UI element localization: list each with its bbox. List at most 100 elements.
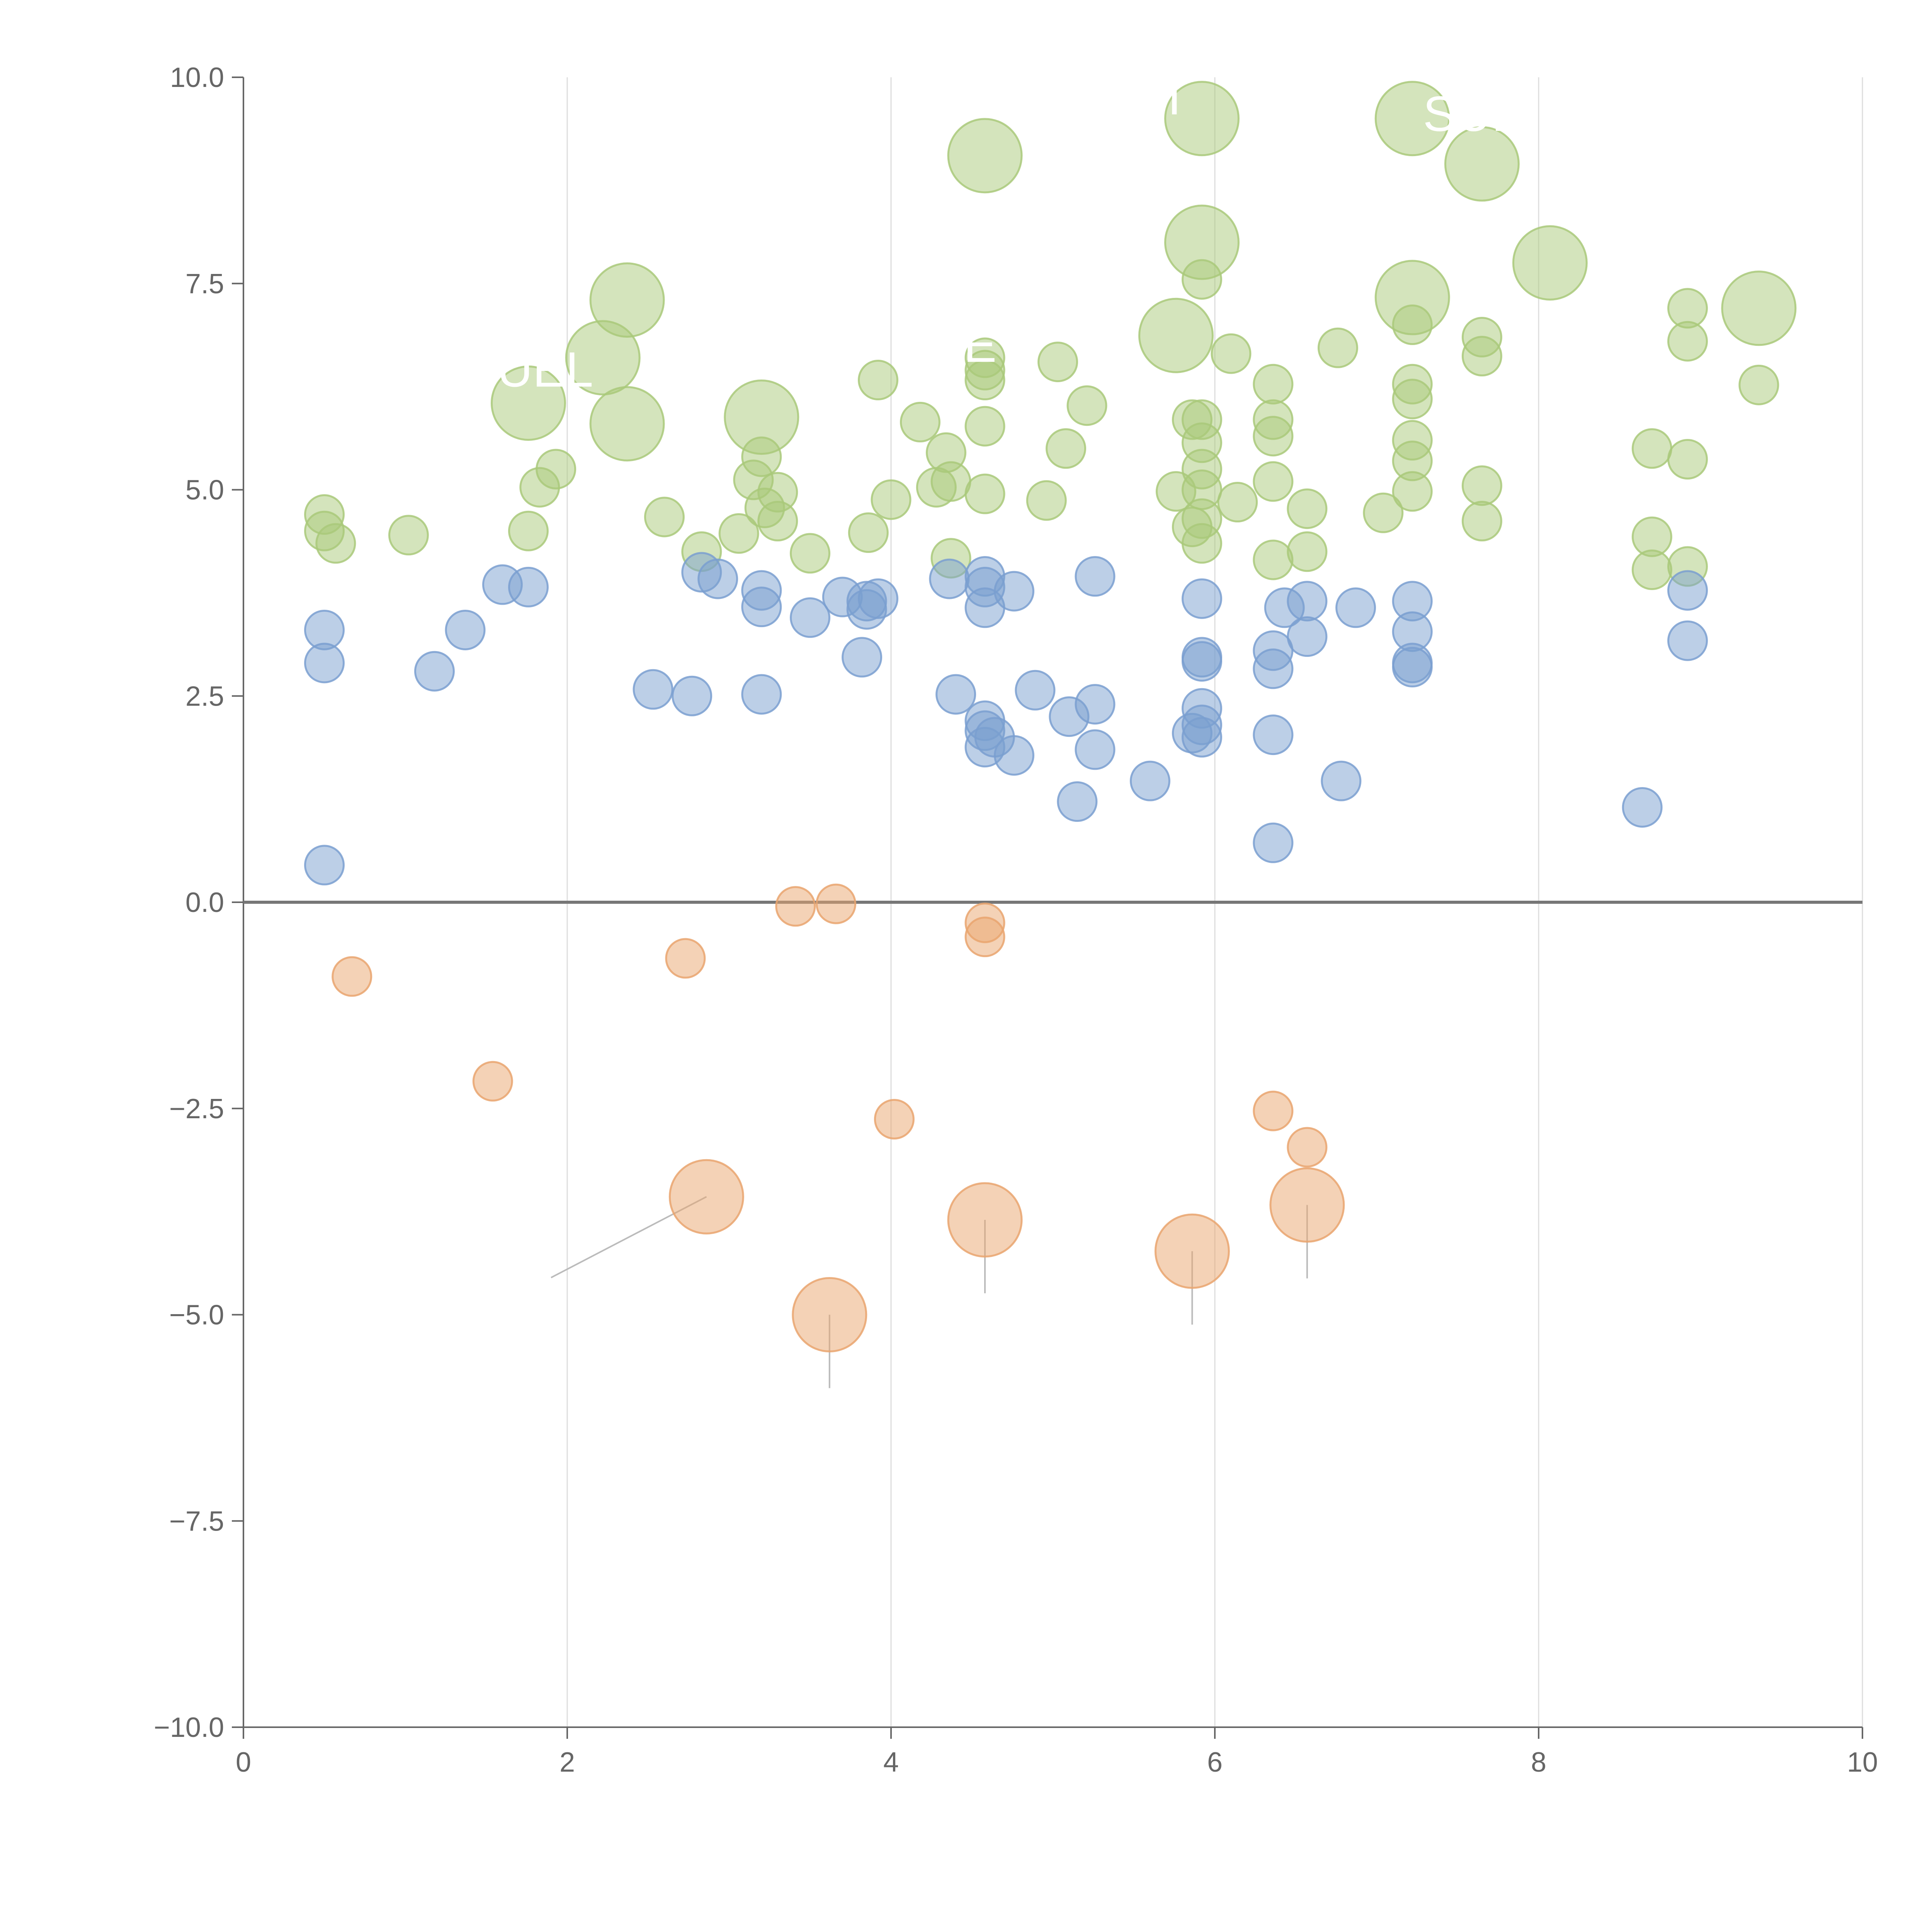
green-point <box>1287 531 1328 572</box>
green-point <box>1444 126 1520 202</box>
blue-point <box>1321 760 1362 801</box>
green-point <box>1253 539 1294 580</box>
green-point <box>964 360 1005 401</box>
blue-point <box>1075 556 1116 597</box>
blue-point <box>1181 578 1222 619</box>
green-point <box>1738 364 1779 405</box>
green-point <box>964 406 1005 447</box>
green-point <box>388 515 429 556</box>
blue-point <box>993 735 1034 776</box>
bubble-label: SUP <box>1423 87 1525 142</box>
green-point <box>1253 364 1294 405</box>
green-point <box>1253 461 1294 502</box>
green-point <box>1512 225 1588 301</box>
blue-point <box>1667 570 1708 611</box>
point-layer <box>304 81 1797 1352</box>
blue-point <box>741 674 782 715</box>
green-point <box>1037 342 1078 383</box>
green-point <box>1287 488 1328 529</box>
blue-point <box>508 566 549 607</box>
orange-point <box>792 1277 867 1352</box>
orange-point <box>1154 1213 1230 1289</box>
green-point <box>1374 260 1450 335</box>
blue-point <box>1253 714 1294 755</box>
y-tick-label: −10.0 <box>154 1712 224 1743</box>
green-point <box>1363 492 1404 533</box>
green-point <box>1667 439 1708 480</box>
blue-point <box>633 669 673 710</box>
blue-point <box>304 643 345 684</box>
green-point <box>930 461 971 502</box>
blue-point <box>1181 717 1222 758</box>
orange-point <box>1253 1090 1294 1131</box>
green-point <box>1211 333 1252 374</box>
orange-point <box>665 938 706 979</box>
bubble-label: I <box>1167 70 1181 125</box>
green-point <box>718 513 759 554</box>
green-point <box>508 510 549 551</box>
blue-point <box>1075 684 1116 725</box>
green-point <box>1461 336 1502 377</box>
green-point <box>724 379 799 455</box>
green-point <box>315 523 356 564</box>
blue-point <box>672 675 713 716</box>
y-tick-label: −7.5 <box>169 1506 224 1537</box>
x-tick-label: 6 <box>1207 1747 1223 1778</box>
green-point <box>1217 482 1258 523</box>
blue-point <box>857 578 898 619</box>
y-tick-label: 7.5 <box>185 269 224 299</box>
green-point <box>857 360 898 401</box>
x-tick-label: 4 <box>883 1747 899 1778</box>
bubble-label: FUEL <box>467 342 593 398</box>
orange-point <box>1287 1127 1328 1168</box>
green-point <box>490 365 566 441</box>
green-point <box>1667 321 1708 362</box>
blue-point <box>741 587 782 628</box>
green-point <box>871 479 912 520</box>
blue-point <box>414 651 455 692</box>
green-point <box>1721 270 1797 346</box>
blue-point <box>304 845 345 886</box>
orange-point <box>332 956 372 997</box>
green-point <box>900 401 940 442</box>
blue-point <box>1015 670 1056 711</box>
y-tick-label: 10.0 <box>170 62 224 93</box>
blue-point <box>790 597 830 638</box>
blue-point <box>842 637 883 678</box>
blue-point <box>929 558 970 599</box>
green-point <box>1164 204 1240 280</box>
x-tick-label: 0 <box>236 1747 251 1778</box>
orange-point <box>947 1182 1023 1258</box>
blue-point <box>1287 581 1328 622</box>
blue-point <box>1075 729 1116 770</box>
x-tick-label: 2 <box>560 1747 575 1778</box>
green-point <box>1253 416 1294 457</box>
x-tick-label: 10 <box>1847 1747 1878 1778</box>
green-point <box>644 497 685 537</box>
x-tick-label: 8 <box>1531 1747 1546 1778</box>
orange-point <box>1269 1167 1345 1243</box>
green-point <box>1026 480 1067 521</box>
green-point <box>757 501 798 542</box>
green-point <box>1066 385 1107 426</box>
green-point <box>1181 523 1222 564</box>
blue-point <box>1287 616 1328 657</box>
y-tick-label: −5.0 <box>169 1300 224 1331</box>
blue-point <box>1622 787 1663 828</box>
blue-point <box>1129 760 1170 801</box>
green-point <box>964 473 1005 514</box>
green-point <box>536 449 577 490</box>
axis-layer: −10.0 −7.5 −5.0 −2.5 0.0 2.5 5.0 7.5 10.0 0 2 4 6 8 10 <box>154 62 1878 1778</box>
blue-point <box>1253 822 1294 863</box>
y-tick-label: 0.0 <box>185 887 224 918</box>
y-tick-label: 5.0 <box>185 475 224 506</box>
green-point <box>589 386 665 462</box>
green-point <box>1374 81 1450 156</box>
green-point <box>1631 428 1672 469</box>
blue-point <box>1057 781 1098 822</box>
green-point <box>1164 81 1240 156</box>
blue-point <box>1392 647 1433 688</box>
green-point <box>1392 471 1433 512</box>
